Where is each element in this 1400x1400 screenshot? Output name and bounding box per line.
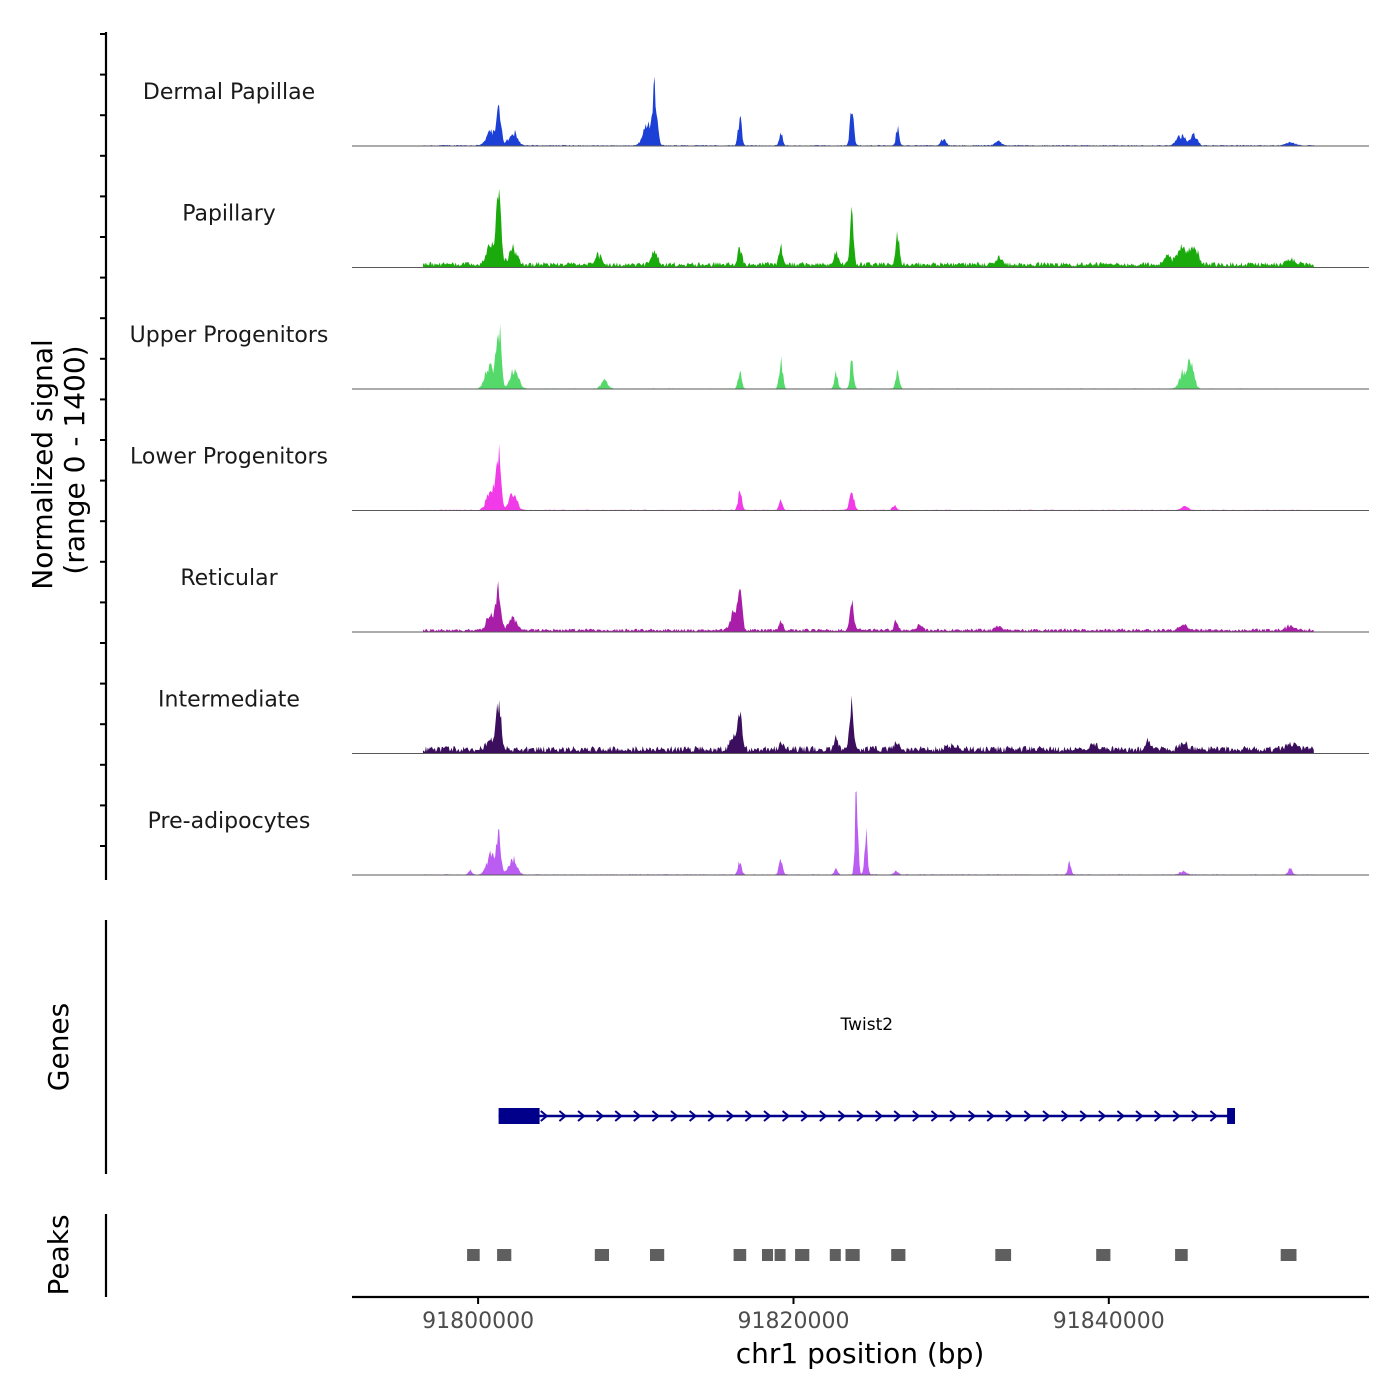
- track-label-dermal-papillae: Dermal Papillae: [143, 80, 315, 105]
- strand-arrow-icon: [595, 1110, 605, 1122]
- strand-arrow-icon: [930, 1110, 939, 1122]
- x-ticks: 91800000 91820000 91840000: [422, 1297, 1165, 1334]
- peak-region: [995, 1249, 1012, 1261]
- x-axis-title: chr1 position (bp): [736, 1337, 985, 1370]
- peak-region: [1175, 1249, 1188, 1261]
- gene-twist2: Twist2: [498, 1015, 1235, 1124]
- peak-region: [1280, 1249, 1297, 1261]
- strand-arrow-icon: [1042, 1110, 1051, 1122]
- signal-area-intermediate: [422, 695, 1314, 754]
- signal-y-axis-title-line-2: (range 0 - 1400): [58, 345, 91, 574]
- peak-region: [497, 1249, 512, 1261]
- strand-arrow-icon: [707, 1110, 716, 1122]
- genes-track: Genes Twist2: [42, 920, 1235, 1174]
- signal-tracks: Dermal Papillae Papillary Upper Progenitor…: [130, 76, 1369, 876]
- peaks-track: Peaks: [42, 1214, 1297, 1297]
- signal-area-pre-adipocytes: [422, 791, 1314, 875]
- peak-region: [762, 1249, 773, 1261]
- signal-y-ticks: [100, 33, 106, 847]
- strand-arrow-icon: [726, 1110, 735, 1122]
- peak-boxes: [467, 1249, 1297, 1261]
- signal-area-papillary: [422, 188, 1314, 268]
- strand-arrow-icon: [1172, 1110, 1181, 1122]
- track-lower-progenitors: Lower Progenitors: [130, 443, 1369, 511]
- signal-area-reticular: [422, 581, 1314, 632]
- strand-arrow-icon: [912, 1110, 921, 1122]
- strand-arrow-icon: [614, 1110, 623, 1122]
- strand-arrow-icon: [781, 1110, 791, 1122]
- track-label-intermediate: Intermediate: [158, 688, 300, 713]
- strand-arrow-icon: [949, 1110, 958, 1122]
- peak-region: [774, 1249, 786, 1261]
- track-papillary: Papillary: [182, 188, 1369, 268]
- signal-area-upper-progenitors: [422, 324, 1314, 389]
- strand-arrow-icon: [1098, 1110, 1107, 1122]
- strand-arrow-icon: [837, 1110, 846, 1122]
- peak-region: [650, 1249, 665, 1261]
- strand-arrow-icon: [1209, 1110, 1218, 1122]
- track-pre-adipocytes: Pre-adipocytes: [148, 791, 1369, 876]
- track-label-upper-progenitors: Upper Progenitors: [130, 323, 329, 348]
- peak-region: [733, 1249, 747, 1261]
- strand-arrow-icon: [893, 1110, 902, 1122]
- x-tick-label: 91820000: [738, 1309, 850, 1334]
- track-label-pre-adipocytes: Pre-adipocytes: [148, 809, 311, 834]
- peak-region: [467, 1249, 480, 1261]
- peak-region: [594, 1249, 609, 1261]
- signal-area-lower-progenitors: [422, 443, 1314, 511]
- strand-arrow-icon: [1060, 1110, 1070, 1122]
- strand-arrow-icon: [1153, 1110, 1163, 1122]
- x-tick-label: 91800000: [422, 1309, 534, 1334]
- strand-arrow-icon: [856, 1110, 865, 1122]
- track-label-papillary: Papillary: [182, 202, 276, 227]
- strand-arrow-icon: [558, 1110, 567, 1122]
- strand-arrow-icon: [633, 1110, 642, 1122]
- gene-models: Twist2: [498, 1015, 1235, 1124]
- strand-arrow-icon: [967, 1110, 977, 1122]
- peak-region: [891, 1249, 906, 1261]
- signal-y-axis: [100, 32, 108, 880]
- strand-arrow-icon: [986, 1110, 995, 1122]
- track-label-reticular: Reticular: [180, 566, 278, 591]
- signal-y-axis-title: Normalized signal (range 0 - 1400): [26, 330, 91, 589]
- strand-arrow-icon: [744, 1110, 753, 1122]
- strand-arrow-icon: [1116, 1110, 1125, 1122]
- strand-arrow-icon: [874, 1110, 884, 1122]
- peak-region: [795, 1249, 810, 1261]
- strand-arrow-icon: [540, 1110, 549, 1122]
- strand-arrow-icon: [763, 1110, 772, 1122]
- strand-arrow-icon: [651, 1110, 660, 1122]
- strand-arrow-icon: [670, 1110, 679, 1122]
- strand-arrow-icon: [819, 1110, 828, 1122]
- peak-region: [845, 1249, 860, 1261]
- strand-arrow-icon: [1191, 1110, 1200, 1122]
- gene-exon: [1227, 1108, 1235, 1124]
- peak-region: [829, 1249, 841, 1261]
- strand-arrow-icon: [1079, 1110, 1088, 1122]
- strand-arrow-icon: [688, 1110, 698, 1122]
- strand-arrow-icon: [577, 1110, 586, 1122]
- track-upper-progenitors: Upper Progenitors: [130, 323, 1369, 390]
- signal-area-dermal-papillae: [422, 76, 1314, 146]
- track-label-lower-progenitors: Lower Progenitors: [130, 445, 328, 470]
- gene-label: Twist2: [840, 1015, 894, 1035]
- signal-y-axis-title-line-1: Normalized signal: [26, 339, 59, 590]
- strand-arrow-icon: [1023, 1110, 1032, 1122]
- track-dermal-papillae: Dermal Papillae: [143, 76, 1369, 147]
- strand-arrow-icon: [800, 1110, 809, 1122]
- peaks-track-title: Peaks: [42, 1214, 75, 1295]
- genes-track-title: Genes: [42, 1003, 75, 1091]
- strand-arrow-icon: [1135, 1110, 1144, 1122]
- track-intermediate: Intermediate: [158, 688, 1369, 754]
- x-tick-label: 91840000: [1053, 1309, 1165, 1334]
- peak-region: [1096, 1249, 1111, 1261]
- strand-arrow-icon: [1005, 1110, 1014, 1122]
- track-reticular: Reticular: [180, 566, 1369, 633]
- gene-exon: [498, 1108, 540, 1124]
- x-axis: 91800000 91820000 91840000 chr1 position (…: [352, 1295, 1369, 1370]
